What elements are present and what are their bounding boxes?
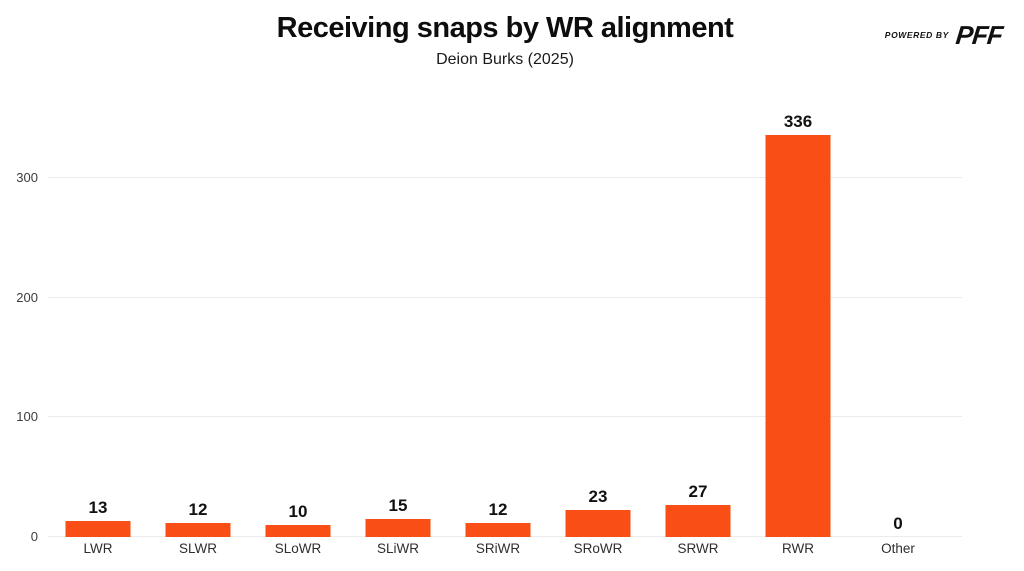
value-label-SRoWR: 23	[588, 486, 608, 506]
value-label-SLoWR: 10	[288, 502, 308, 522]
bar-slot-Other: 0	[848, 110, 948, 537]
value-label-Other: 0	[893, 514, 903, 533]
bar-SLiWR	[365, 519, 431, 537]
bar-SLoWR	[265, 525, 331, 537]
y-tick-label-200: 200	[16, 289, 38, 305]
bar-SRoWR	[565, 509, 631, 537]
x-tick-label-SLiWR: SLiWR	[376, 541, 419, 556]
x-tick-label-RWR: RWR	[782, 541, 814, 556]
bar-SRWR	[665, 504, 731, 537]
chart-subtitle: Deion Burks (2025)	[436, 51, 574, 68]
gridline-200	[48, 296, 962, 298]
bar-SLWR	[165, 522, 231, 537]
x-tick-label-SLWR: SLWR	[178, 541, 217, 556]
y-tick-label-100: 100	[16, 409, 38, 425]
value-label-SLWR: 12	[188, 499, 208, 519]
bar-RWR	[765, 135, 831, 537]
x-tick-label-LWR: LWR	[83, 541, 113, 556]
y-axis: 0 100 200 300	[0, 110, 38, 544]
gridline-100	[48, 416, 962, 418]
x-tick-label-SRiWR: SRiWR	[475, 541, 521, 556]
value-label-SRWR: 27	[688, 481, 708, 501]
value-label-SLiWR: 15	[388, 496, 408, 516]
gridline-300	[48, 177, 962, 179]
value-label-LWR: 13	[88, 498, 108, 518]
bar-slot-SLoWR: 10	[248, 110, 348, 537]
x-tick-label-SLoWR: SLoWR	[274, 541, 322, 556]
value-label-RWR: 336	[783, 112, 813, 132]
bar-slot-SLiWR: 15	[348, 110, 448, 537]
x-tick-label-SRoWR: SRoWR	[573, 541, 623, 556]
pff-branding: POWERED BY PFF	[884, 20, 1004, 50]
bar-SRiWR	[465, 522, 531, 537]
bar-slot-RWR: 336	[748, 110, 848, 537]
pff-logo: PFF	[954, 20, 1004, 50]
y-tick-label-0: 0	[30, 529, 38, 544]
bar-slot-LWR: 13	[48, 110, 148, 537]
x-tick-label-Other: Other	[881, 541, 915, 556]
bar-slot-SLWR: 12	[148, 110, 248, 537]
bars-layer: 13 12 10 15 12 23 27 336 0	[48, 110, 948, 537]
y-tick-label-300: 300	[16, 170, 38, 186]
value-label-SRiWR: 12	[488, 499, 508, 519]
chart-title: Receiving snaps by WR alignment	[276, 12, 734, 44]
bar-slot-SRWR: 27	[648, 110, 748, 537]
bar-chart: 0 100 200 300 13 12 10 15 12 23 27 336 0 LWR SLWR SLo…	[0, 110, 1024, 556]
bar-LWR	[65, 521, 131, 537]
powered-by-label: POWERED BY	[884, 30, 949, 40]
plot-area: 13 12 10 15 12 23 27 336 0	[48, 110, 962, 537]
x-tick-label-SRWR: SRWR	[677, 541, 719, 556]
bar-slot-SRoWR: 23	[548, 110, 648, 537]
chart-header: Receiving snaps by WR alignment Deion Bu…	[0, 12, 1010, 69]
x-axis: LWR SLWR SLoWR SLiWR SRiWR SRoWR SRWR RWR Other	[48, 537, 948, 557]
bar-slot-SRiWR: 12	[448, 110, 548, 537]
